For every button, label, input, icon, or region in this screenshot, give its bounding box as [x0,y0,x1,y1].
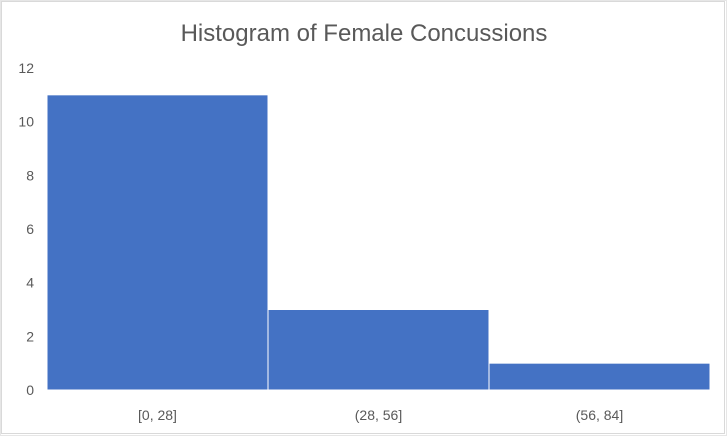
histogram-bar[interactable] [267,309,490,391]
x-axis: [0, 28] (28, 56] (56, 84] [138,407,623,423]
chart-title: Histogram of Female Concussions [181,20,548,47]
y-tick-label: 0 [26,382,34,398]
y-tick-label: 10 [18,114,34,130]
x-tick-label: [0, 28] [138,407,177,423]
y-axis: 0 2 4 6 8 10 12 [18,60,34,398]
x-tick-label: (28, 56] [355,407,402,423]
bars [46,94,711,391]
histogram-bar[interactable] [46,94,269,391]
y-tick-label: 2 [26,328,34,344]
x-tick-label: (56, 84] [576,407,623,423]
y-tick-label: 4 [26,275,34,291]
histogram-bar[interactable] [488,362,711,391]
y-tick-label: 8 [26,167,34,183]
y-tick-label: 12 [18,60,34,76]
y-tick-label: 6 [26,221,34,237]
